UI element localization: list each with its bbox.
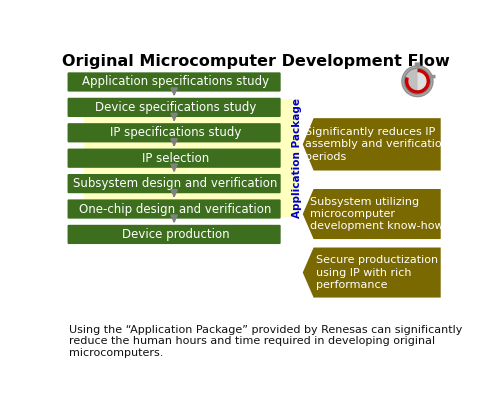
Text: Subsystem design and verification: Subsystem design and verification xyxy=(74,177,278,190)
FancyBboxPatch shape xyxy=(68,123,280,142)
Text: IP selection: IP selection xyxy=(142,152,210,165)
Text: Subsystem utilizing
microcomputer
development know-how: Subsystem utilizing microcomputer develo… xyxy=(310,197,444,231)
Text: Application Package: Application Package xyxy=(292,98,302,218)
Text: Secure productization
using IP with rich
performance: Secure productization using IP with rich… xyxy=(316,255,438,290)
Circle shape xyxy=(402,66,433,97)
Wedge shape xyxy=(404,68,417,94)
Wedge shape xyxy=(418,68,430,94)
Text: Device specifications study: Device specifications study xyxy=(95,101,256,114)
Polygon shape xyxy=(303,247,440,297)
Text: IP specifications study: IP specifications study xyxy=(110,126,242,139)
FancyBboxPatch shape xyxy=(414,62,420,67)
FancyBboxPatch shape xyxy=(68,98,280,117)
Text: Significantly reduces IP
assembly and verification
periods: Significantly reduces IP assembly and ve… xyxy=(306,127,449,162)
Text: Device production: Device production xyxy=(122,228,230,241)
FancyBboxPatch shape xyxy=(68,72,280,92)
Polygon shape xyxy=(303,118,440,171)
FancyBboxPatch shape xyxy=(68,149,280,168)
FancyBboxPatch shape xyxy=(84,99,300,218)
FancyBboxPatch shape xyxy=(68,174,280,193)
Text: Application specifications study: Application specifications study xyxy=(82,76,269,89)
FancyBboxPatch shape xyxy=(430,75,436,79)
Text: Using the “Application Package” provided by Renesas can significantly
reduce the: Using the “Application Package” provided… xyxy=(68,325,462,358)
Text: One-chip design and verification: One-chip design and verification xyxy=(80,202,272,215)
FancyBboxPatch shape xyxy=(68,200,280,219)
Text: Original Microcomputer Development Flow: Original Microcomputer Development Flow xyxy=(62,54,450,69)
Polygon shape xyxy=(303,189,440,239)
FancyBboxPatch shape xyxy=(68,225,280,244)
